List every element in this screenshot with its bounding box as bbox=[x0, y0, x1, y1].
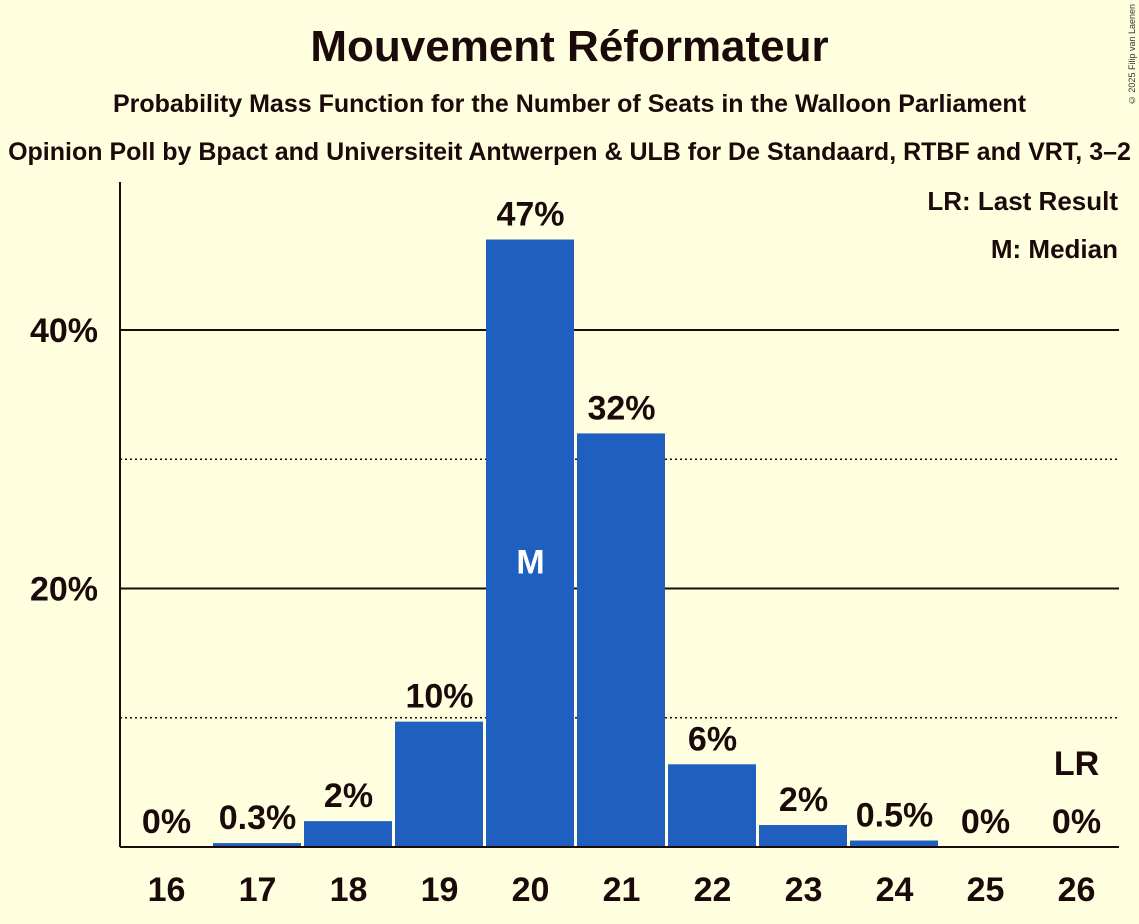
x-tick-label: 22 bbox=[694, 871, 732, 909]
x-tick-label: 19 bbox=[421, 871, 459, 909]
bar-value-label: 32% bbox=[587, 389, 655, 427]
bar-value-label: 0% bbox=[142, 803, 191, 841]
bar-value-label: 0% bbox=[1052, 803, 1101, 841]
chart-title: Mouvement Réformateur bbox=[310, 22, 829, 71]
x-tick-label: 20 bbox=[512, 871, 550, 909]
bar-value-label: 0.5% bbox=[856, 797, 934, 835]
bar-18 bbox=[304, 821, 392, 847]
x-tick-label: 21 bbox=[603, 871, 641, 909]
y-tick-label: 20% bbox=[30, 571, 98, 609]
bar-23 bbox=[759, 825, 847, 847]
last-result-marker: LR bbox=[1054, 745, 1099, 783]
bar-value-label: 2% bbox=[779, 781, 828, 819]
bar-22 bbox=[668, 764, 756, 847]
bar-value-label: 47% bbox=[496, 196, 564, 234]
x-tick-label: 25 bbox=[967, 871, 1005, 909]
x-tick-label: 16 bbox=[148, 871, 186, 909]
bar-value-label: 2% bbox=[324, 777, 373, 815]
bar-24 bbox=[850, 840, 938, 847]
chart-source-subtitle: Opinion Poll by Bpact and Universiteit A… bbox=[8, 138, 1131, 166]
chart-subtitle: Probability Mass Function for the Number… bbox=[112, 90, 1027, 118]
legend-median: M: Median bbox=[991, 234, 1118, 264]
median-marker: M bbox=[516, 544, 544, 582]
bar-value-label: 10% bbox=[405, 678, 473, 716]
x-tick-label: 24 bbox=[876, 871, 914, 909]
legend-last-result: LR: Last Result bbox=[927, 186, 1118, 216]
bar-value-label: 0.3% bbox=[219, 799, 297, 837]
x-tick-label: 26 bbox=[1058, 871, 1096, 909]
bar-19 bbox=[395, 721, 483, 847]
bar-21 bbox=[577, 433, 665, 847]
bar-17 bbox=[213, 843, 301, 847]
x-tick-label: 23 bbox=[785, 871, 823, 909]
x-tick-label: 17 bbox=[239, 871, 277, 909]
bar-value-label: 6% bbox=[688, 720, 737, 758]
bar-20 bbox=[486, 239, 574, 847]
bars-group bbox=[213, 239, 938, 847]
bar-value-label: 0% bbox=[961, 803, 1010, 841]
labels-group: 20% 40% 0% 16 0.3% 17 2% 18 10% 19 47% 20 M 32% 21 6% 22… bbox=[30, 196, 1101, 909]
y-tick-label: 40% bbox=[30, 312, 98, 350]
x-tick-label: 18 bbox=[330, 871, 368, 909]
